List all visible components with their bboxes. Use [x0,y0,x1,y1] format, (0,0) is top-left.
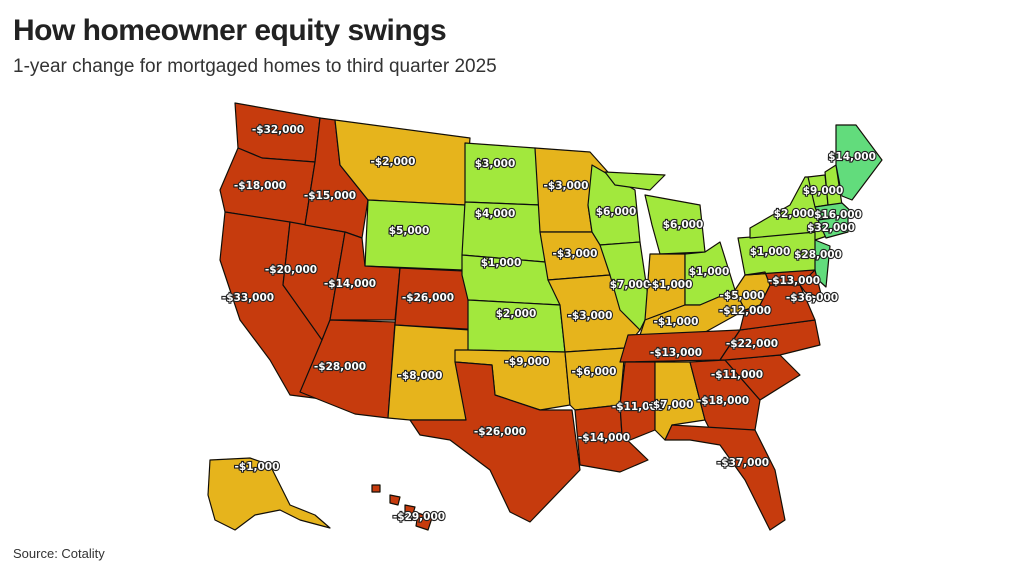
state-value-label: -$12,000 [719,305,771,317]
state-value-label: $14,000 [828,151,876,163]
state-value-label: $1,000 [750,246,791,258]
state-value-label: -$7,000 [649,399,694,411]
state-value-label: -$22,000 [726,338,778,350]
state-value-label: -$14,000 [578,432,630,444]
state-md [744,269,816,286]
state-value-label: -$1,000 [654,316,699,328]
state-value-label: $9,000 [803,185,844,197]
state-value-label: $4,000 [475,208,516,220]
state-value-label: -$13,000 [650,347,702,359]
state-value-label: -$1,000 [235,461,280,473]
state-value-label: -$2,000 [371,156,416,168]
state-value-label: $5,000 [389,225,430,237]
state-value-label: -$26,000 [474,426,526,438]
state-fl [664,424,786,531]
state-value-label: $28,000 [794,249,842,261]
state-value-label: $1,000 [481,257,522,269]
state-value-label: -$18,000 [234,180,286,192]
state-value-label: -$3,000 [568,310,613,322]
state-value-label: $6,000 [596,206,637,218]
state-value-label: -$37,000 [717,457,769,469]
state-value-label: $32,000 [807,222,855,234]
page-title: How homeowner equity swings [13,14,447,47]
state-value-label: $1,000 [689,266,730,278]
state-value-label: $2,000 [774,208,815,220]
state-hi [404,504,416,515]
state-value-label: -$15,000 [304,190,356,202]
state-mi [604,171,666,191]
state-ct [817,215,849,239]
state-mi [644,194,706,255]
state-nd [464,142,541,206]
state-value-label: -$5,000 [720,290,765,302]
state-hi [415,512,433,531]
state-value-label: -$26,000 [402,292,454,304]
state-me [835,124,883,201]
state-value-label: -$14,000 [324,278,376,290]
state-de [799,269,823,299]
state-value-label: -$29,000 [393,511,445,523]
state-value-label: -$36,000 [786,292,838,304]
state-value-label: $6,000 [663,219,704,231]
state-value-label: $3,000 [475,158,516,170]
state-nj [814,239,831,288]
state-value-label: $7,000 [610,279,651,291]
state-hi [389,494,401,506]
state-il [599,241,651,331]
state-value-label: -$11,000 [711,369,763,381]
state-hi [371,484,381,493]
state-value-label: -$8,000 [398,370,443,382]
state-value-label: $2,000 [496,308,537,320]
state-value-label: $16,000 [814,209,862,221]
state-value-label: -$20,000 [265,264,317,276]
state-ma [814,202,856,221]
state-value-label: -$32,000 [252,124,304,136]
state-value-label: -$3,000 [553,248,598,260]
state-value-label: -$3,000 [544,180,589,192]
state-value-label: -$9,000 [505,356,550,368]
source-note: Source: Cotality [13,546,105,561]
state-value-label: -$28,000 [314,361,366,373]
state-value-label: -$33,000 [222,292,274,304]
state-value-label: -$1,000 [648,279,693,291]
state-value-label: -$18,000 [697,395,749,407]
state-ak [207,457,331,531]
state-value-label: -$13,000 [768,275,820,287]
state-value-label: -$6,000 [572,366,617,378]
state-tx [409,361,581,523]
state-value-label: -$11,000 [612,401,664,413]
page-subtitle: 1-year change for mortgaged homes to thi… [13,56,497,77]
